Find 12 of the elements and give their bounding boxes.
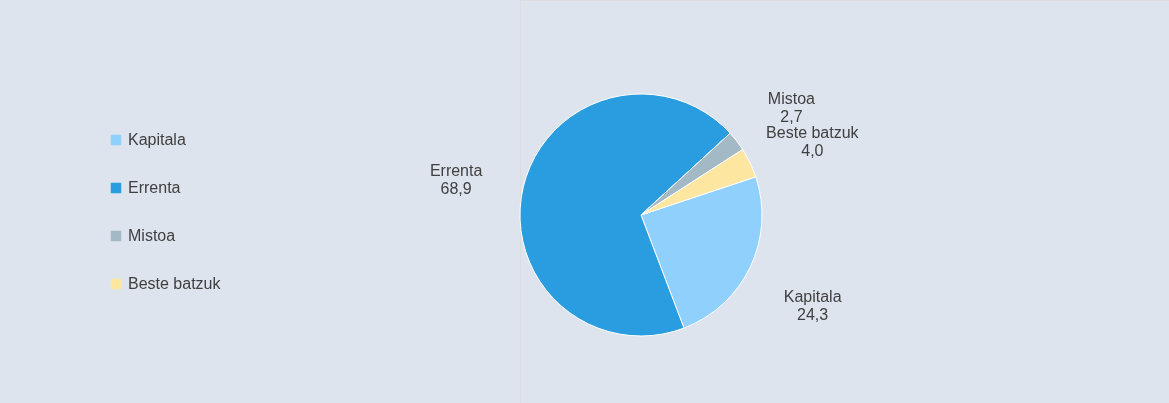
slice-label: Kapitala [783, 287, 842, 305]
data-label: 2,7 [780, 107, 803, 125]
data-label: 4,0 [801, 141, 824, 159]
legend-label: Beste batzuk [128, 275, 222, 292]
legend-label: Errenta [128, 179, 181, 196]
data-label: 68,9 [440, 180, 472, 198]
slice-label: Errenta [429, 162, 483, 180]
slice-label: Beste batzuk [766, 123, 860, 141]
slice-label: Mistoa [767, 89, 816, 107]
legend-label: Mistoa [128, 227, 176, 244]
legend-label: Kapitala [128, 131, 186, 148]
data-label: 24,3 [797, 305, 829, 323]
